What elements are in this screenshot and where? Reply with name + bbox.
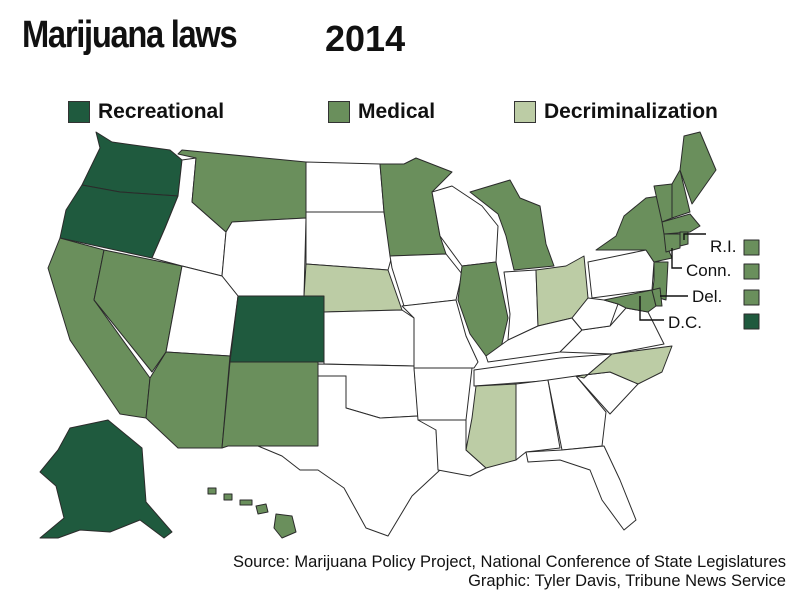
- swatch-conn: [743, 263, 760, 280]
- state-hawaii-big: [273, 513, 297, 539]
- label-del: Del.: [692, 287, 722, 306]
- source-line: Source: Marijuana Policy Project, Nation…: [232, 553, 786, 571]
- callout-line-conn: [671, 248, 682, 269]
- state-colorado: [229, 295, 325, 363]
- legend-item-recreational: Recreational: [68, 100, 224, 124]
- legend-item-decriminalization: Decriminalization: [514, 100, 718, 124]
- label-dc: D.C.: [668, 313, 702, 332]
- state-connecticut: [663, 233, 681, 253]
- legend-swatch-decriminalization: [514, 101, 536, 123]
- state-wisconsin: [431, 185, 499, 267]
- source-credit: Source: Marijuana Policy Project, Nation…: [233, 553, 786, 591]
- legend-label-medical: Medical: [358, 100, 436, 123]
- credit-line: Graphic: Tyler Davis, Tribune News Servi…: [468, 572, 786, 590]
- map-title: Marijuana laws: [22, 14, 238, 56]
- state-delaware: [651, 287, 663, 307]
- state-louisiana: [417, 419, 487, 477]
- state-kansas: [323, 309, 415, 367]
- state-new-mexico: [221, 361, 319, 449]
- state-pennsylvania: [587, 249, 655, 299]
- state-georgia: [547, 375, 607, 451]
- state-hawaii-molokai: [239, 499, 253, 506]
- callout-line-dc: [639, 296, 664, 321]
- swatch-ri: [743, 239, 760, 256]
- callout-line-ri: [683, 233, 706, 240]
- legend-swatch-medical: [328, 101, 350, 123]
- legend-label-recreational: Recreational: [98, 100, 225, 123]
- state-washington: [81, 131, 183, 197]
- state-arkansas: [413, 367, 473, 421]
- state-maine: [679, 131, 717, 205]
- label-ri: R.I.: [710, 237, 736, 256]
- state-new-hampshire: [671, 169, 691, 219]
- state-hawaii-maui: [255, 503, 269, 515]
- state-mississippi: [465, 383, 517, 469]
- state-north-dakota: [305, 161, 385, 213]
- state-florida: [525, 445, 637, 531]
- state-massachusetts: [661, 213, 701, 235]
- state-iowa: [389, 253, 463, 307]
- map-year: 2014: [325, 18, 406, 59]
- legend-swatch-recreational: [68, 101, 90, 123]
- state-michigan: [469, 179, 555, 271]
- legend-label-decriminalization: Decriminalization: [544, 100, 718, 123]
- state-alabama: [515, 379, 561, 461]
- state-texas: [257, 375, 441, 537]
- swatch-del: [743, 289, 760, 306]
- state-arizona: [145, 351, 231, 449]
- state-south-dakota: [305, 211, 393, 271]
- swatch-dc: [743, 313, 760, 330]
- state-wyoming: [221, 217, 307, 297]
- state-missouri: [401, 299, 479, 369]
- legend-item-medical: Medical: [328, 100, 435, 124]
- state-hawaii-kauai: [207, 487, 217, 495]
- state-hawaii-oahu: [223, 493, 233, 501]
- state-alaska: [39, 419, 173, 539]
- state-north-carolina: [575, 345, 673, 385]
- state-nevada: [93, 249, 183, 373]
- label-conn: Conn.: [686, 261, 731, 280]
